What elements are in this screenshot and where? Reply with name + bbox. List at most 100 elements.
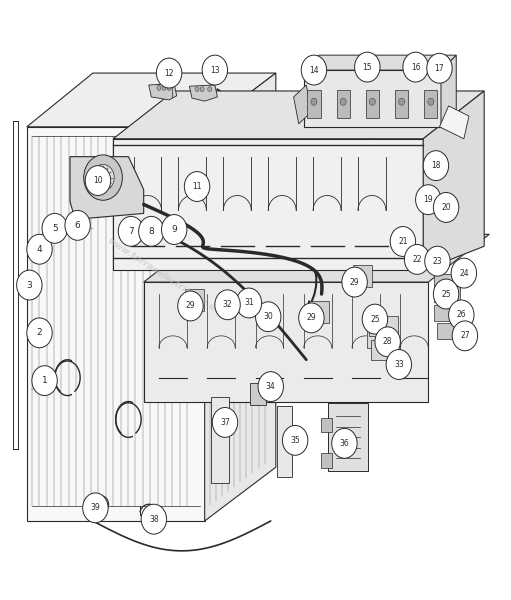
Circle shape [161, 215, 187, 244]
Circle shape [375, 327, 400, 357]
Text: 34: 34 [266, 382, 275, 391]
Circle shape [433, 279, 459, 309]
Circle shape [200, 87, 204, 92]
Circle shape [355, 52, 380, 82]
Circle shape [256, 302, 281, 332]
FancyBboxPatch shape [337, 91, 350, 118]
Text: 23: 23 [433, 257, 442, 266]
Circle shape [98, 500, 105, 508]
FancyBboxPatch shape [307, 91, 320, 118]
Text: 29: 29 [185, 301, 195, 310]
Text: 29: 29 [307, 313, 316, 322]
Polygon shape [70, 157, 144, 220]
Text: 25: 25 [442, 290, 451, 299]
Text: 30: 30 [263, 312, 273, 321]
Circle shape [65, 211, 90, 240]
FancyBboxPatch shape [321, 418, 332, 432]
Circle shape [415, 185, 441, 215]
Text: 15: 15 [362, 62, 372, 71]
Text: 20: 20 [442, 203, 451, 212]
Circle shape [362, 304, 388, 334]
Circle shape [452, 321, 478, 351]
Circle shape [428, 98, 434, 106]
Circle shape [215, 290, 240, 320]
Polygon shape [304, 55, 456, 70]
Polygon shape [423, 91, 484, 270]
FancyBboxPatch shape [434, 274, 460, 290]
Polygon shape [439, 106, 469, 139]
FancyBboxPatch shape [434, 286, 460, 302]
Circle shape [332, 428, 357, 458]
FancyBboxPatch shape [437, 323, 462, 340]
Circle shape [138, 217, 164, 246]
Text: 26: 26 [456, 310, 466, 319]
FancyBboxPatch shape [250, 383, 266, 405]
Circle shape [283, 425, 308, 455]
Circle shape [236, 288, 262, 318]
Circle shape [404, 244, 430, 274]
Circle shape [178, 291, 203, 321]
Circle shape [118, 217, 144, 246]
Circle shape [342, 267, 367, 297]
Circle shape [42, 214, 67, 243]
FancyBboxPatch shape [211, 397, 228, 484]
Polygon shape [149, 84, 177, 100]
FancyBboxPatch shape [321, 454, 332, 468]
Circle shape [202, 55, 227, 85]
Text: 31: 31 [244, 298, 253, 307]
Text: 27: 27 [460, 331, 470, 340]
Text: 8: 8 [148, 227, 154, 236]
FancyBboxPatch shape [434, 305, 460, 321]
Polygon shape [27, 73, 276, 127]
Circle shape [212, 407, 238, 437]
Circle shape [32, 365, 57, 395]
Circle shape [425, 246, 450, 276]
Circle shape [299, 303, 324, 333]
Circle shape [386, 350, 411, 379]
Circle shape [141, 504, 167, 534]
FancyBboxPatch shape [369, 316, 398, 337]
Polygon shape [144, 282, 428, 401]
Text: 25: 25 [370, 314, 380, 323]
Circle shape [27, 235, 52, 264]
Circle shape [451, 258, 477, 288]
Text: 5: 5 [52, 224, 58, 233]
Text: 38: 38 [149, 515, 159, 524]
Circle shape [427, 53, 452, 83]
Text: 3: 3 [27, 281, 32, 290]
Circle shape [369, 98, 376, 106]
Circle shape [27, 318, 52, 348]
Circle shape [162, 86, 166, 91]
FancyBboxPatch shape [371, 340, 400, 361]
FancyBboxPatch shape [424, 91, 437, 118]
Polygon shape [294, 85, 311, 124]
Text: 22: 22 [412, 255, 422, 264]
Text: 29: 29 [350, 278, 359, 287]
FancyBboxPatch shape [185, 289, 204, 311]
Circle shape [184, 172, 210, 202]
FancyBboxPatch shape [328, 403, 368, 472]
Circle shape [208, 87, 212, 92]
Text: 32: 32 [223, 300, 233, 309]
Text: 2: 2 [37, 328, 42, 337]
Circle shape [95, 496, 109, 512]
Circle shape [17, 270, 42, 300]
Text: 1: 1 [42, 376, 48, 385]
Polygon shape [441, 55, 456, 127]
Circle shape [85, 166, 111, 196]
Text: 14: 14 [309, 65, 319, 74]
Text: 36: 36 [340, 439, 350, 448]
Polygon shape [144, 235, 489, 282]
Polygon shape [113, 91, 484, 139]
Text: 39: 39 [90, 503, 100, 512]
Polygon shape [113, 139, 423, 270]
Circle shape [258, 371, 284, 401]
Text: 21: 21 [398, 237, 408, 246]
Text: 7: 7 [128, 227, 134, 236]
Text: 17: 17 [435, 64, 444, 73]
Circle shape [390, 227, 415, 256]
Text: 10: 10 [93, 176, 103, 185]
FancyBboxPatch shape [366, 91, 379, 118]
Polygon shape [205, 73, 276, 521]
Circle shape [433, 193, 459, 223]
